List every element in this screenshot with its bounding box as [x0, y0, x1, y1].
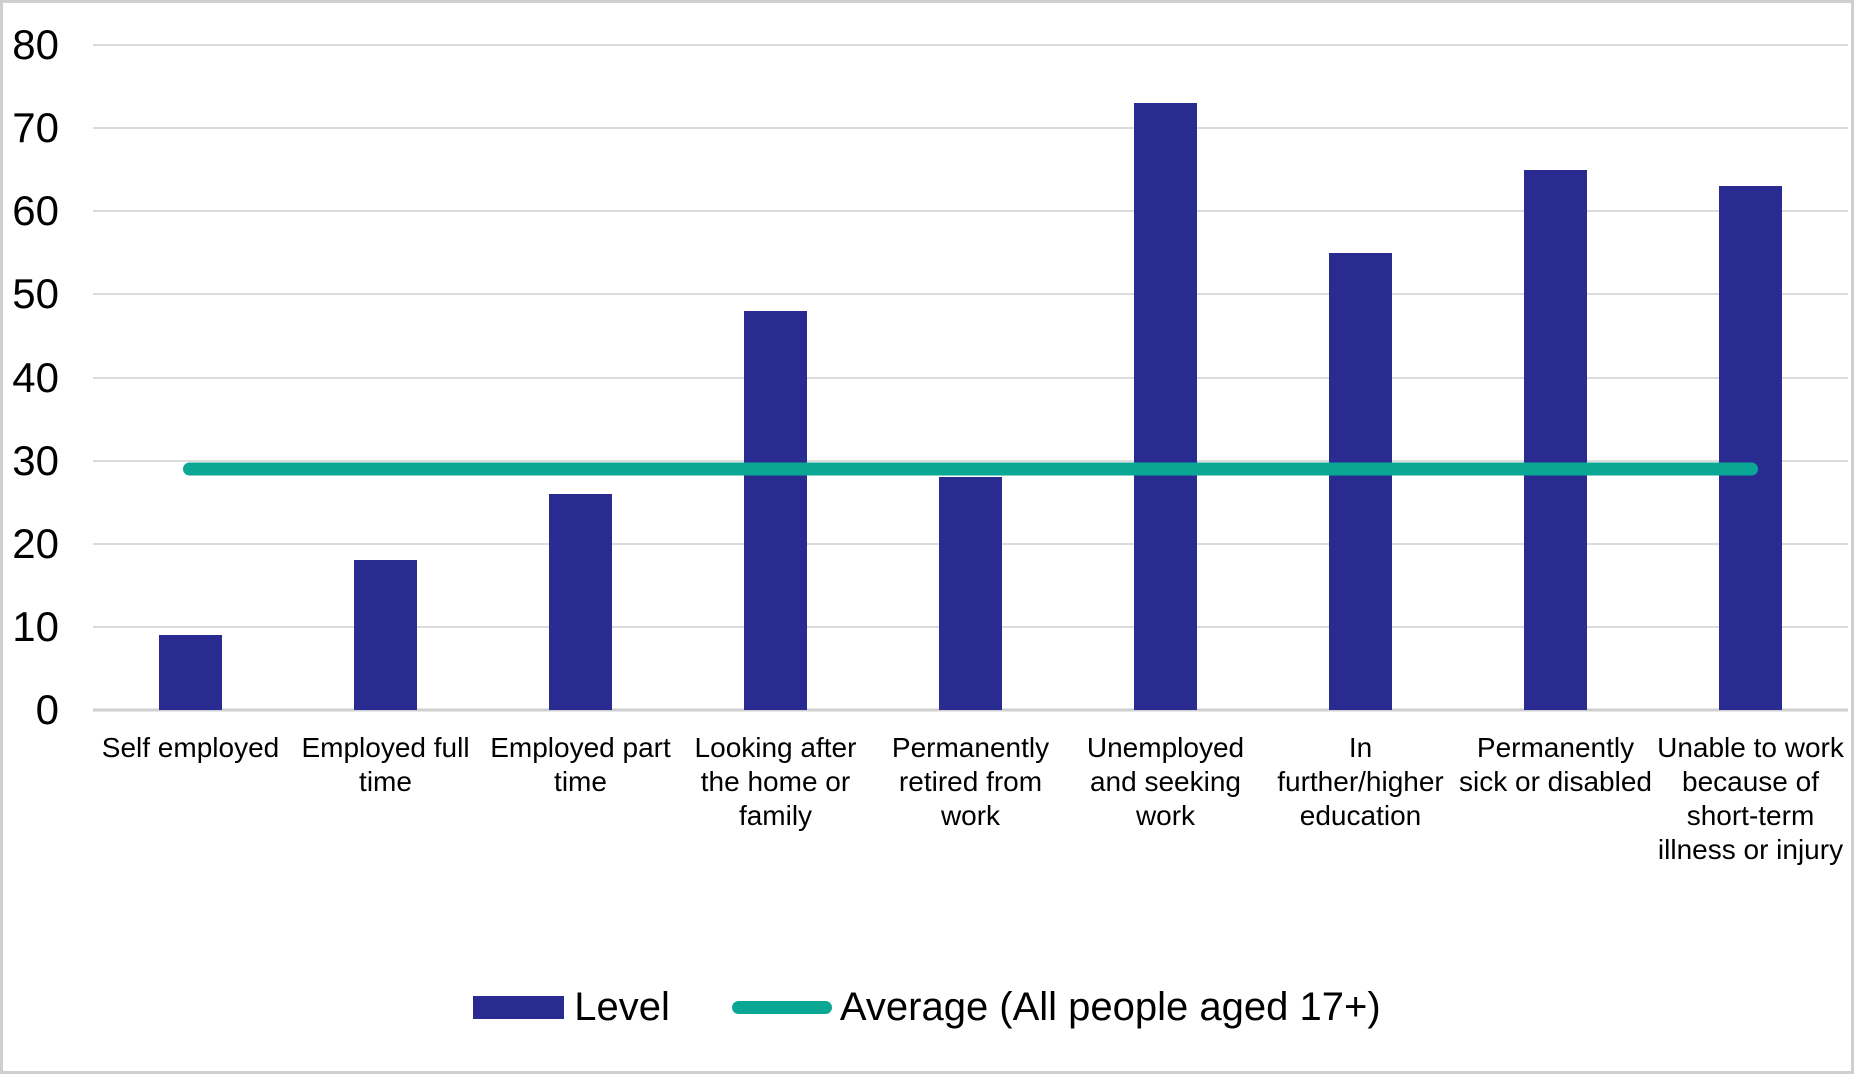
bar-slot-5 [1068, 45, 1263, 710]
bar-0 [159, 635, 222, 710]
gridline-60 [93, 210, 1848, 213]
x-tick-label-1: Employed full time [301, 732, 470, 797]
bar-slot-0 [93, 45, 288, 710]
gridline-40 [93, 376, 1848, 379]
x-tick-label-3: Looking after the home or family [694, 732, 857, 831]
legend-label-average: Average (All people aged 17+) [839, 985, 1381, 1029]
bar-slot-6 [1263, 45, 1458, 710]
bar-5 [1134, 103, 1197, 710]
legend: Level Average (All people aged 17+) [3, 985, 1851, 1029]
y-tick-label-50: 50 [12, 270, 59, 318]
gridline-50 [93, 293, 1848, 296]
y-tick-label-70: 70 [12, 104, 59, 152]
x-tick-label-6: In further/higher education [1277, 732, 1444, 831]
x-axis-line [93, 708, 1848, 712]
bar-slot-8 [1653, 45, 1848, 710]
bar-7 [1524, 169, 1587, 710]
bar-2 [549, 493, 612, 710]
bar-3 [744, 311, 807, 710]
gridline-80 [93, 44, 1848, 46]
x-tick-label-0: Self employed [101, 732, 280, 763]
bar-4 [939, 477, 1002, 710]
legend-label-level: Level [574, 985, 670, 1029]
average-line [183, 462, 1758, 476]
bars [93, 45, 1848, 710]
plot-area [93, 44, 1848, 712]
y-tick-label-0: 0 [35, 686, 59, 733]
bar-1 [354, 560, 417, 710]
legend-swatch-average [731, 1000, 832, 1014]
y-tick-label-40: 40 [12, 353, 59, 401]
x-tick-label-2: Employed part time [490, 732, 671, 797]
bar-slot-2 [483, 45, 678, 710]
y-tick-label-60: 60 [12, 187, 59, 235]
x-tick-label-4: Permanently retired from work [891, 732, 1050, 831]
x-tick-label-8: Unable to work because of short-term ill… [1657, 732, 1844, 865]
x-axis: Self employed Employed full time Employed … [93, 715, 1848, 867]
bar-6 [1329, 252, 1392, 710]
bar-slot-7 [1458, 45, 1653, 710]
y-tick-label-20: 20 [12, 519, 59, 567]
bar-slot-1 [288, 45, 483, 710]
gridline-30 [93, 459, 1848, 462]
bar-slot-3 [678, 45, 873, 710]
y-tick-label-30: 30 [12, 436, 59, 484]
x-tick-label-5: Unemployed and seeking work [1086, 732, 1245, 831]
legend-swatch-level [473, 995, 565, 1019]
bar-slot-4 [873, 45, 1068, 710]
gridline-70 [93, 127, 1848, 130]
x-tick-label-7: Permanently sick or disabled [1459, 732, 1652, 797]
y-tick-label-80: 80 [12, 21, 59, 68]
y-tick-label-10: 10 [12, 602, 59, 650]
y-axis: 0 10 20 30 40 50 60 70 80 [3, 24, 59, 731]
bar-8 [1719, 186, 1782, 710]
